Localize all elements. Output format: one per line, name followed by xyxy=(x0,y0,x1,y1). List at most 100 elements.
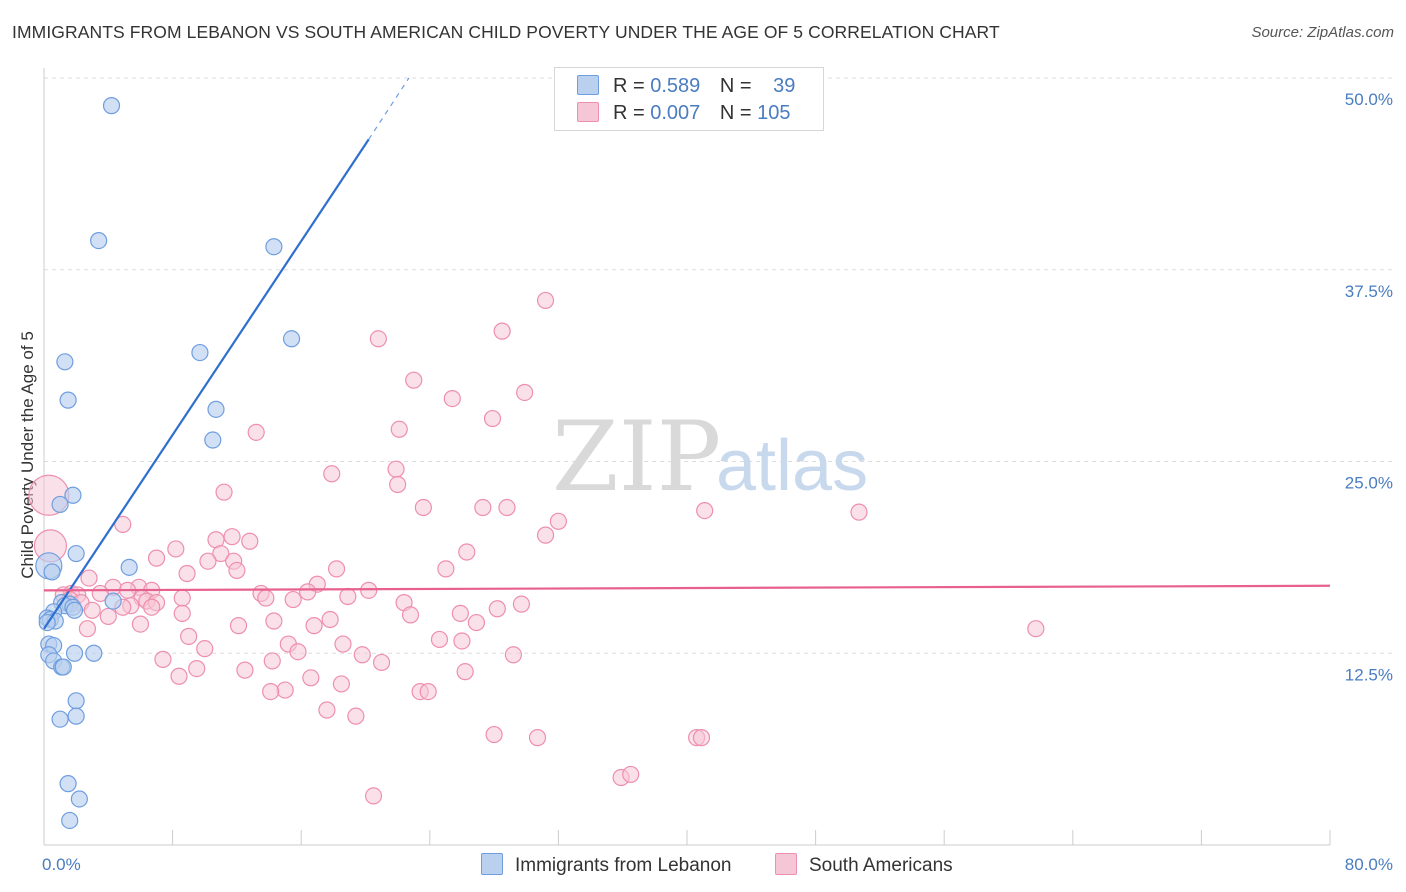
legend-swatch-lebanon xyxy=(577,75,599,95)
south-americans-point xyxy=(549,512,568,530)
legend-r-label: R = xyxy=(613,75,645,97)
south-americans-point xyxy=(339,587,357,606)
south-americans-trend-line xyxy=(43,584,1331,592)
south-americans-point xyxy=(443,390,461,408)
south-americans-point xyxy=(276,681,294,699)
south-americans-point xyxy=(131,615,150,633)
chart-title: IMMIGRANTS FROM LEBANON VS SOUTH AMERICA… xyxy=(12,22,1000,42)
south-americans-point xyxy=(458,543,476,561)
south-americans-point xyxy=(236,661,254,679)
legend-swatch-south-americans xyxy=(577,102,599,122)
south-americans-point xyxy=(223,528,241,546)
south-americans-point xyxy=(1027,620,1045,638)
lebanon-point xyxy=(191,343,209,362)
bottom-legend-label-lebanon: Immigrants from Lebanon xyxy=(515,855,732,876)
south-americans-point xyxy=(353,646,371,664)
south-americans-point xyxy=(536,291,555,310)
south-americans-point xyxy=(390,420,408,438)
south-americans-point xyxy=(850,503,868,521)
legend-n-label: N = xyxy=(719,102,752,124)
south-americans-point xyxy=(360,581,378,599)
south-americans-point xyxy=(323,465,341,483)
lebanon-point xyxy=(282,330,301,348)
y-tick-label: 50.0% xyxy=(1345,90,1393,109)
south-americans-point xyxy=(451,604,469,622)
legend-r-value: 0.589 xyxy=(650,75,701,97)
south-americans-point xyxy=(305,617,323,635)
south-americans-point xyxy=(78,620,97,638)
south-americans-point xyxy=(299,583,317,601)
y-tick-label: 37.5% xyxy=(1345,282,1393,301)
south-americans-point xyxy=(389,475,407,494)
south-americans-point xyxy=(147,549,166,567)
lebanon-point xyxy=(67,544,85,563)
lebanon-point xyxy=(85,644,103,662)
lebanon-trend-line xyxy=(43,138,370,630)
lebanon-point xyxy=(43,563,61,581)
lebanon-point xyxy=(54,658,72,676)
lebanon-point xyxy=(207,400,225,418)
bottom-legend-swatch-south-americans xyxy=(775,853,797,875)
south-americans-point xyxy=(196,640,214,658)
lebanon-point xyxy=(204,431,222,449)
legend-n-value: 105 xyxy=(757,102,791,124)
y-tick-labels: 12.5% 25.0% 37.5% 50.0% xyxy=(1345,90,1393,684)
legend-r-value: 0.007 xyxy=(650,102,701,124)
lebanon-point xyxy=(67,692,85,710)
lebanon-point xyxy=(102,97,121,115)
south-americans-point xyxy=(188,659,206,678)
south-americans-point xyxy=(99,607,117,626)
bottom-legend-lebanon: Immigrants from Lebanon xyxy=(481,853,732,877)
south-americans-point xyxy=(180,627,198,645)
legend-n-label: N = xyxy=(719,75,752,97)
south-americans-point xyxy=(215,483,233,501)
south-americans-point xyxy=(173,604,191,622)
bottom-legend-label-south-americans: South Americans xyxy=(809,855,953,876)
legend-r-label: R = xyxy=(613,102,645,124)
south-americans-point xyxy=(178,564,196,583)
south-americans-point xyxy=(485,725,503,744)
lebanon-trend-extension xyxy=(368,77,410,140)
south-americans-point xyxy=(143,598,161,616)
south-americans-points xyxy=(28,291,1045,805)
lebanon-point xyxy=(67,707,85,725)
south-americans-point xyxy=(302,669,320,687)
south-americans-point xyxy=(257,589,275,607)
south-americans-point xyxy=(80,569,98,587)
lebanon-point xyxy=(104,592,122,610)
south-americans-point xyxy=(493,322,511,340)
y-axis-label: Child Poverty Under the Age of 5 xyxy=(18,331,37,579)
south-americans-point xyxy=(488,600,506,618)
lebanon-points xyxy=(35,97,301,830)
lebanon-point xyxy=(65,644,84,662)
south-americans-point xyxy=(364,787,383,805)
lebanon-point xyxy=(51,710,69,728)
watermark-zip: ZIP xyxy=(552,401,721,513)
lebanon-point xyxy=(265,238,283,256)
south-americans-point xyxy=(173,589,191,607)
lebanon-point xyxy=(61,811,79,830)
lebanon-point xyxy=(59,775,77,793)
x-tick-marks xyxy=(43,830,1331,845)
south-americans-point xyxy=(453,632,471,650)
south-americans-point xyxy=(212,544,230,563)
south-americans-point xyxy=(696,501,714,520)
south-americans-point xyxy=(419,682,437,701)
south-americans-point xyxy=(430,630,449,649)
lebanon-point xyxy=(64,486,82,504)
south-americans-point xyxy=(199,552,217,570)
south-americans-point xyxy=(414,498,432,517)
south-americans-point xyxy=(170,667,188,685)
south-americans-point xyxy=(265,612,283,630)
south-americans-point xyxy=(229,617,248,635)
legend-row-south-americans: R = 0.007 N = 105 xyxy=(577,102,791,126)
south-americans-point xyxy=(114,515,132,533)
south-americans-point xyxy=(504,646,522,664)
legend-row-lebanon: R = 0.589 N = 39 xyxy=(577,75,795,99)
lebanon-point xyxy=(70,790,88,808)
bottom-legend-swatch-lebanon xyxy=(481,853,503,875)
y-tick-label: 12.5% xyxy=(1345,665,1393,684)
bottom-legend-south-americans: South Americans xyxy=(775,853,953,877)
lebanon-point xyxy=(59,391,77,409)
